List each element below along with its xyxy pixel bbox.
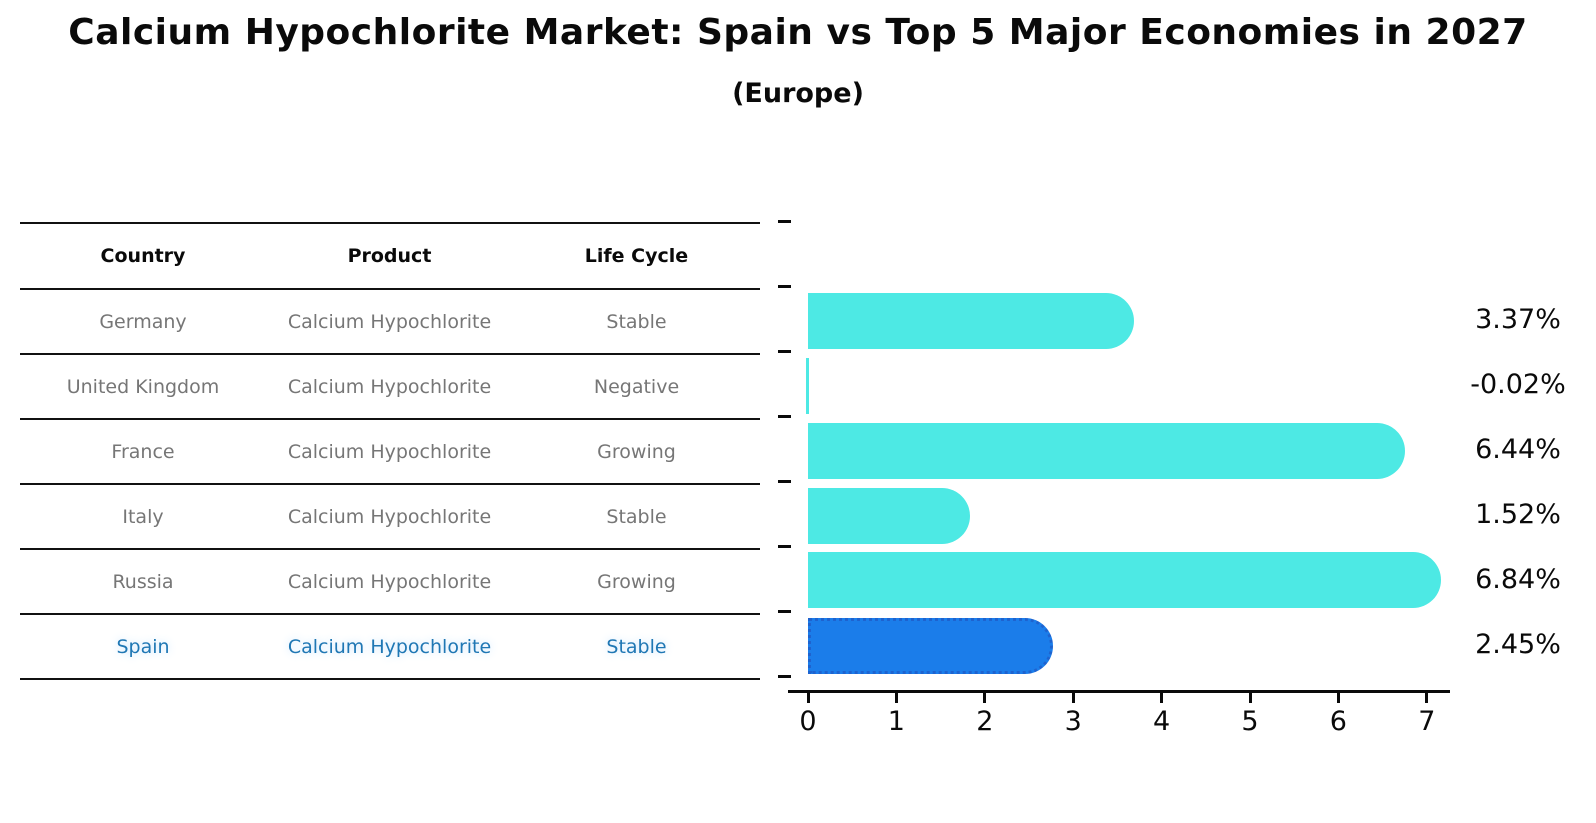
cell-country: Germany [99,310,187,333]
x-tick-label-1: 1 [887,706,905,737]
x-tick-label-3: 3 [1064,706,1082,737]
table-row-italy: Italy Calcium Hypochlorite Stable [20,485,760,550]
table-row-united-kingdom: United Kingdom Calcium Hypochlorite Nega… [20,355,760,420]
bar-spain-highlighted [808,618,1053,674]
cell-product: Calcium Hypochlorite [287,375,492,398]
cell-country: France [111,440,175,463]
y-axis-tick [778,285,791,288]
x-tick-label-4: 4 [1153,706,1171,737]
cell-life-cycle: Stable [606,310,667,333]
value-label-russia: 6.84% [1475,564,1561,595]
cell-life-cycle: Stable [606,635,667,658]
table-row-russia: Russia Calcium Hypochlorite Growing [20,550,760,615]
bar-italy [808,488,971,544]
x-axis-tick [1248,693,1252,703]
value-label-france: 6.44% [1475,434,1561,465]
cell-product: Calcium Hypochlorite [287,440,492,463]
table-row-spain-highlighted: Spain Calcium Hypochlorite Stable [20,615,760,680]
x-axis-tick [1071,693,1075,703]
cell-life-cycle: Growing [597,440,676,463]
y-axis-tick [778,610,791,613]
y-axis-tick [778,220,791,223]
x-tick-label-2: 2 [976,706,994,737]
cell-product: Calcium Hypochlorite [287,310,492,333]
y-axis-tick [778,480,791,483]
y-axis-tick [778,545,791,548]
y-axis-tick [778,350,791,353]
y-axis-tick [778,675,791,678]
table-row-germany: Germany Calcium Hypochlorite Stable [20,290,760,355]
country-table: Country Product Life Cycle Germany Calci… [20,222,760,680]
bar-chart: 3.37% -0.02% 6.44% 1.52% 6.84% 2.45% 0 1… [778,200,1596,800]
cell-country: United Kingdom [66,375,220,398]
value-label-italy: 1.52% [1475,499,1561,530]
x-tick-label-5: 5 [1241,706,1259,737]
cell-life-cycle: Negative [593,375,680,398]
value-label-germany: 3.37% [1475,304,1561,335]
table-header-row: Country Product Life Cycle [20,224,760,290]
bar-united-kingdom [806,358,809,414]
cell-life-cycle: Stable [606,505,667,528]
bar-germany [808,293,1134,349]
value-label-united-kingdom: -0.02% [1470,369,1566,400]
table-row-france: France Calcium Hypochlorite Growing [20,420,760,485]
y-axis-tick [778,415,791,418]
x-axis-tick [1160,693,1164,703]
x-tick-label-7: 7 [1418,706,1436,737]
bar-france [808,423,1406,479]
header-product: Product [347,245,432,267]
cell-life-cycle: Growing [597,570,676,593]
bar-russia [808,552,1441,608]
x-axis-tick [1336,693,1340,703]
cell-product: Calcium Hypochlorite [287,570,492,593]
chart-subtitle: (Europe) [732,78,864,109]
header-country: Country [100,245,186,267]
value-label-spain: 2.45% [1475,629,1561,660]
x-axis-tick [1425,693,1429,703]
cell-country: Spain [116,635,170,658]
chart-title: Calcium Hypochlorite Market: Spain vs To… [68,12,1528,53]
header-life-cycle: Life Cycle [584,245,689,267]
x-tick-label-0: 0 [799,706,817,737]
x-axis-tick [806,693,810,703]
x-axis-tick [894,693,898,703]
cell-product: Calcium Hypochlorite [287,505,492,528]
cell-product: Calcium Hypochlorite [287,635,492,658]
cell-country: Russia [112,570,174,593]
cell-country: Italy [122,505,164,528]
x-tick-label-6: 6 [1329,706,1347,737]
x-axis-tick [983,693,987,703]
x-axis-line [788,690,1450,693]
